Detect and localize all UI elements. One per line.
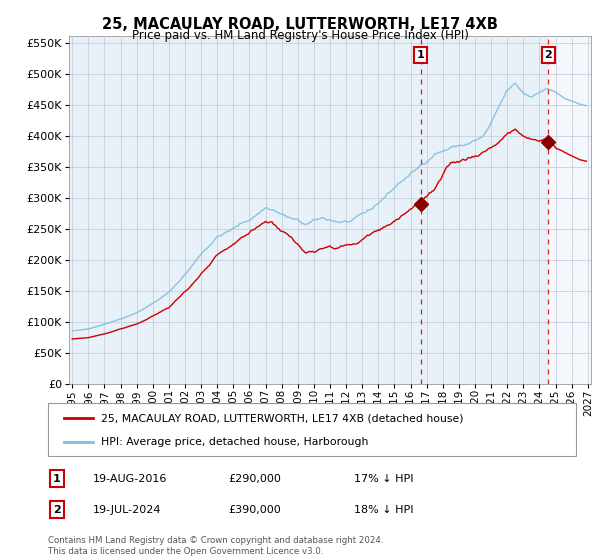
Bar <box>548 36 596 384</box>
Text: 18% ↓ HPI: 18% ↓ HPI <box>354 505 413 515</box>
Text: 17% ↓ HPI: 17% ↓ HPI <box>354 474 413 484</box>
Text: HPI: Average price, detached house, Harborough: HPI: Average price, detached house, Harb… <box>101 436 368 446</box>
Text: 1: 1 <box>417 50 425 60</box>
FancyBboxPatch shape <box>48 403 576 456</box>
Text: 2: 2 <box>53 505 61 515</box>
Text: 1: 1 <box>53 474 61 484</box>
Bar <box>548 36 596 384</box>
Text: £390,000: £390,000 <box>228 505 281 515</box>
Text: Price paid vs. HM Land Registry's House Price Index (HPI): Price paid vs. HM Land Registry's House … <box>131 29 469 42</box>
Text: Contains HM Land Registry data © Crown copyright and database right 2024.
This d: Contains HM Land Registry data © Crown c… <box>48 536 383 556</box>
Text: 19-AUG-2016: 19-AUG-2016 <box>93 474 167 484</box>
Text: £290,000: £290,000 <box>228 474 281 484</box>
Text: 25, MACAULAY ROAD, LUTTERWORTH, LE17 4XB (detached house): 25, MACAULAY ROAD, LUTTERWORTH, LE17 4XB… <box>101 413 463 423</box>
Text: 25, MACAULAY ROAD, LUTTERWORTH, LE17 4XB: 25, MACAULAY ROAD, LUTTERWORTH, LE17 4XB <box>102 17 498 32</box>
Text: 19-JUL-2024: 19-JUL-2024 <box>93 505 161 515</box>
Text: 2: 2 <box>544 50 552 60</box>
